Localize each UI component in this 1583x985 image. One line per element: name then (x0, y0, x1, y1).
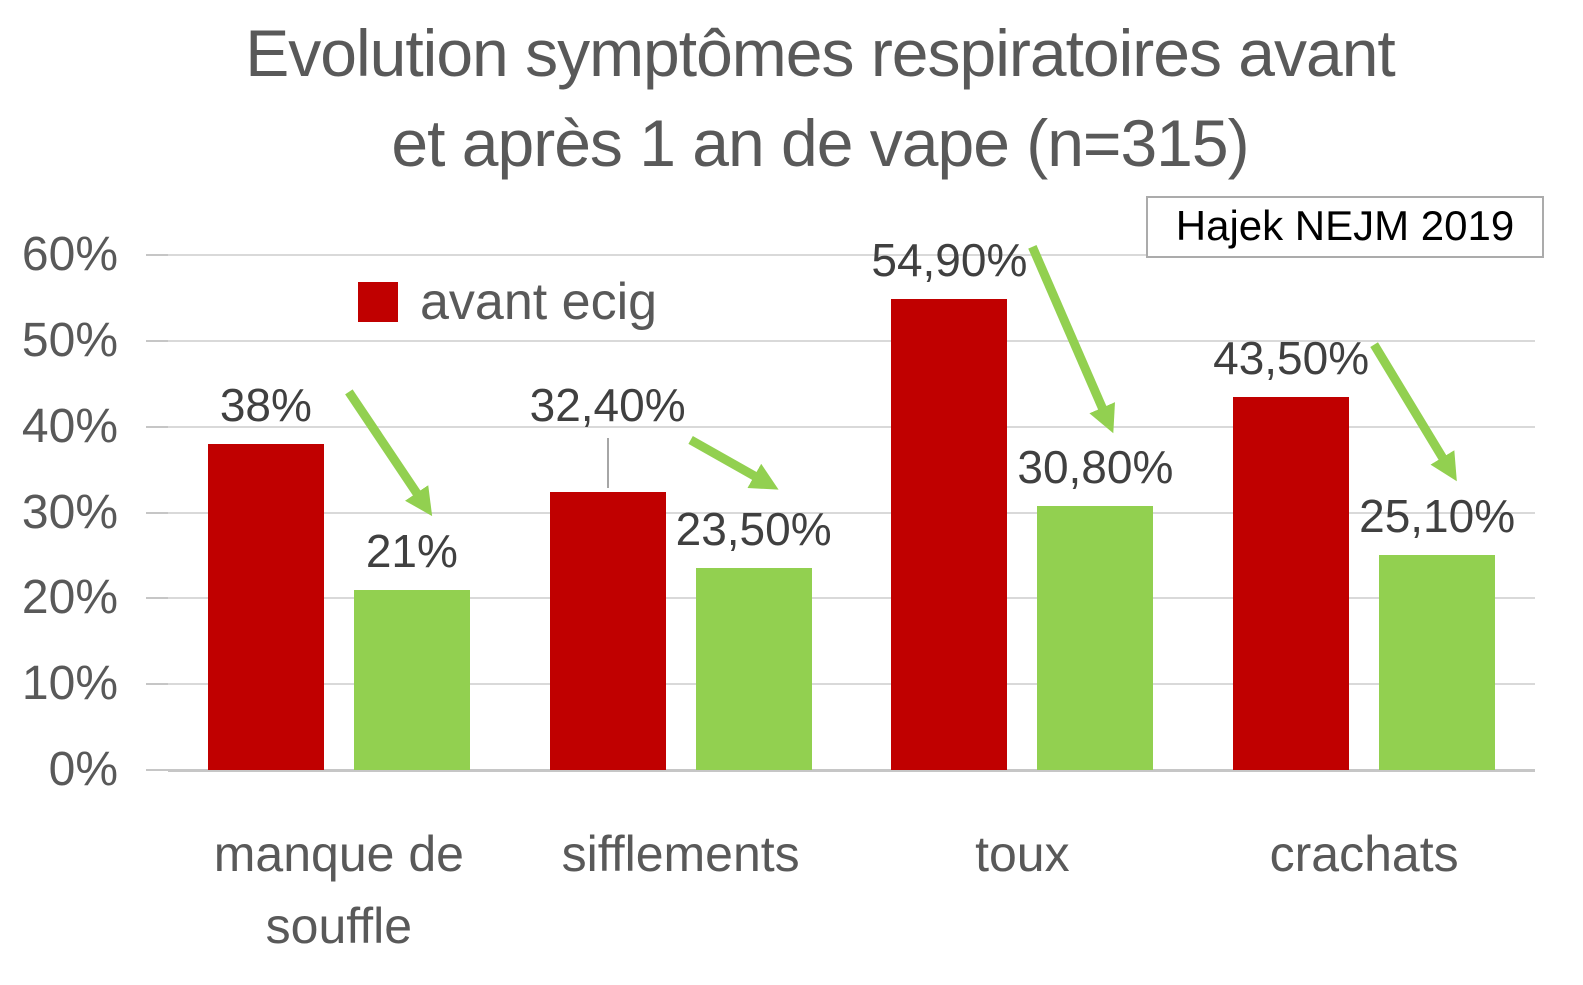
y-axis-label-20: 20% (21, 571, 118, 625)
data-label-avant-ecig-0: 38% (219, 378, 312, 431)
category-label-line: souffle (265, 898, 413, 954)
axis-tick-10 (146, 683, 168, 686)
axis-tick-60 (146, 254, 168, 256)
category-label-2: toux (842, 818, 1202, 890)
y-axis-label-60: 60% (21, 228, 118, 281)
chart-title-line2: et après 1 an de vape (n=315) (391, 106, 1249, 180)
gridline-50 (168, 339, 1535, 342)
bar-avant-ecig-3 (1233, 396, 1350, 770)
category-label-line: sifflements (561, 826, 800, 882)
chart-title-line1: Evolution symptômes respiratoires avant (245, 16, 1396, 90)
legend-swatch-avant-ecig-icon (358, 282, 398, 322)
axis-tick-20 (146, 597, 168, 600)
category-label-0: manque de souffle (159, 818, 519, 962)
gridline-60 (168, 254, 1535, 256)
data-label-apres-vape-2: 30,80% (1017, 440, 1174, 493)
bar-apres-vape-2 (1037, 505, 1154, 770)
y-axis-label-40: 40% (21, 399, 118, 453)
gridline-20 (168, 597, 1535, 600)
chart-title: Evolution symptômes respiratoires avant … (40, 8, 1583, 188)
bar-avant-ecig-1 (549, 491, 666, 770)
data-label-apres-vape-0: 21% (365, 524, 458, 577)
bar-avant-ecig-0 (207, 443, 324, 770)
data-label-avant-ecig-2: 54,90% (871, 233, 1028, 286)
data-label-apres-vape-3: 25,10% (1359, 489, 1516, 542)
data-label-apres-vape-1: 23,50% (675, 503, 832, 556)
data-label-avant-ecig-1: 32,40% (529, 378, 686, 431)
bar-apres-vape-1 (695, 568, 812, 770)
gridline-40 (168, 425, 1535, 428)
bar-apres-vape-0 (353, 589, 470, 770)
category-label-line: toux (975, 826, 1070, 882)
y-axis-label-10: 10% (21, 657, 118, 711)
data-label-avant-ecig-3: 43,50% (1213, 331, 1370, 384)
category-label-line: manque de (213, 826, 464, 882)
bar-avant-ecig-2 (891, 298, 1008, 770)
y-axis-label-30: 30% (21, 485, 118, 539)
category-label-1: sifflements (501, 818, 861, 890)
legend: avant ecig (358, 276, 657, 328)
bar-apres-vape-3 (1379, 554, 1496, 770)
axis-tick-50 (146, 339, 168, 342)
y-axis-label-50: 50% (21, 313, 118, 367)
gridline-30 (168, 511, 1535, 514)
gridline-10 (168, 683, 1535, 686)
source-annotation: Hajek NEJM 2019 (1146, 196, 1544, 258)
gridline-0 (168, 768, 1535, 772)
category-label-3: crachats (1184, 818, 1544, 890)
label-leader-line-avant-ecig-1 (606, 437, 609, 488)
y-axis-label-0: 0% (48, 743, 118, 796)
category-label-line: crachats (1269, 826, 1459, 882)
axis-tick-40 (146, 425, 168, 428)
axis-tick-0 (146, 769, 168, 771)
axis-tick-30 (146, 511, 168, 514)
legend-label-avant-ecig: avant ecig (420, 273, 658, 331)
